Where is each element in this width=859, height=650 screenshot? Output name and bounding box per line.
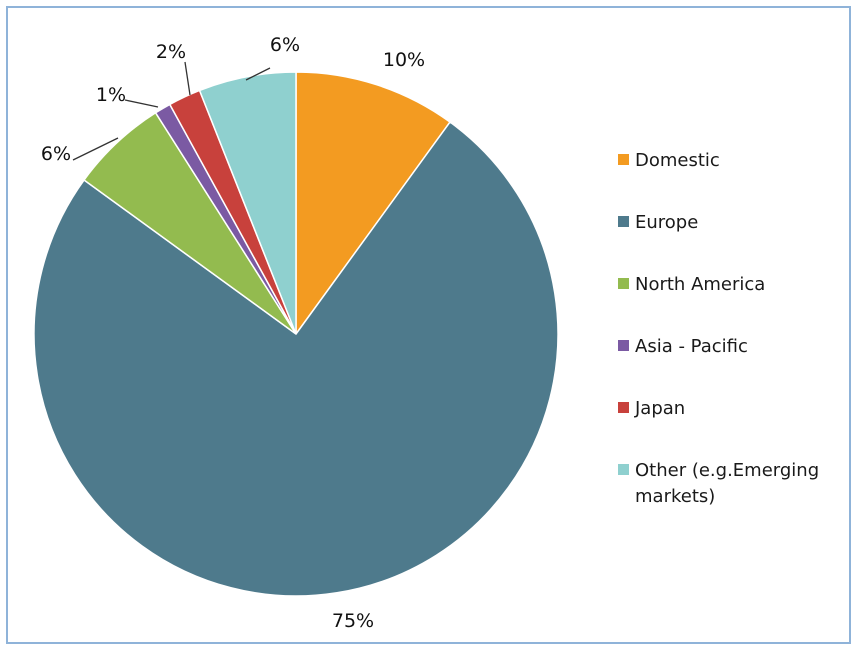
leader-line-north-america: [72, 137, 119, 161]
legend-swatch-asia-pacific: [618, 340, 629, 351]
legend-item-domestic: Domestic: [618, 148, 845, 174]
pie-slices: [33, 71, 559, 597]
pie-slice-europe: [33, 120, 559, 597]
legend-label-other: Other (e.g.Emerging markets): [635, 460, 820, 507]
leader-line-japan: [184, 61, 191, 96]
legend-label-asia-pacific: Asia - Pacific: [635, 336, 748, 357]
slice-label-north-america: 6%: [41, 143, 71, 165]
legend-label-japan: Japan: [635, 398, 686, 419]
legend-item-europe: Europe: [618, 210, 845, 236]
leader-line-other-e-g-emerging-markets: [245, 67, 271, 81]
legend-label-domestic: Domestic: [635, 150, 720, 171]
legend-swatch-other: [618, 464, 629, 475]
slice-label-europe: 75%: [332, 610, 374, 632]
legend-item-north-america: North America: [618, 272, 845, 298]
legend-swatch-europe: [618, 216, 629, 227]
legend-label-north-america: North America: [635, 274, 766, 295]
leader-lines: [72, 61, 271, 161]
leader-line-asia-pacific: [124, 99, 159, 108]
pie-slice-other-e-g-emerging-markets: [198, 71, 297, 335]
slice-label-domestic: 10%: [383, 49, 425, 71]
legend-item-other: Other (e.g.Emerging markets): [618, 458, 845, 510]
slice-label-other-e-g-emerging-markets: 6%: [270, 34, 300, 56]
slice-label-asia-pacific: 1%: [96, 84, 126, 106]
legend-label-europe: Europe: [635, 212, 699, 233]
legend-swatch-japan: [618, 402, 629, 413]
legend-swatch-domestic: [618, 154, 629, 165]
legend-swatch-north-america: [618, 278, 629, 289]
legend-item-japan: Japan: [618, 396, 845, 422]
slice-label-japan: 2%: [156, 41, 186, 63]
slice-labels: 10% 75% 6% 1% 2% 6%: [41, 34, 425, 632]
pie-slice-domestic: [295, 71, 452, 337]
legend-item-asia-pacific: Asia - Pacific: [618, 334, 845, 360]
